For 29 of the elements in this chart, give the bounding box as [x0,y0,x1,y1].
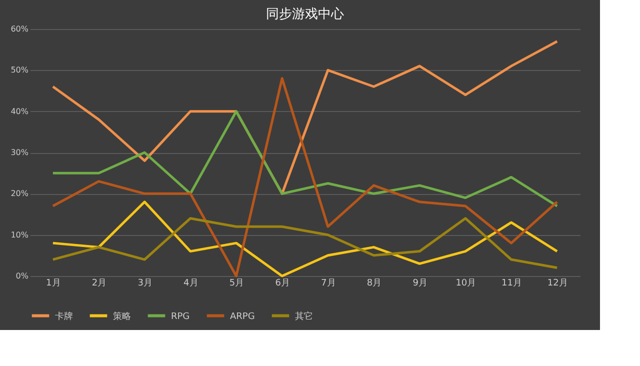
x-tick-label: 11月 [502,278,522,288]
x-tick-label: 1月 [46,278,61,288]
y-tick-label: 20% [10,189,29,198]
line-series [52,200,558,278]
x-tick-label: 3月 [138,278,152,288]
x-tick-label: 7月 [321,278,336,288]
x-tick-label: 6月 [275,278,290,288]
x-tick-label: 2月 [92,278,107,288]
x-tick-label: 5月 [229,278,244,288]
y-tick-label: 10% [10,230,29,240]
y-tick-label: 40% [10,106,29,116]
x-tick-label: 12月 [547,278,568,288]
legend-label: 卡牌 [55,310,73,322]
legend-label: 其它 [295,310,313,322]
line-series [52,110,558,208]
line-series [52,77,558,278]
legend-label: ARPG [230,312,255,322]
legend-label: 策略 [113,310,131,322]
y-tick-label: 60% [10,24,29,34]
y-tick-label: 50% [10,66,29,75]
chart-title: 同步游戏中心 [266,6,344,22]
x-tick-label: 9月 [412,278,428,288]
y-tick-label: 30% [10,148,29,157]
x-tick-label: 8月 [366,278,382,288]
line-series [52,217,558,270]
legend-label: RPG [171,312,190,322]
y-tick-label: 0% [16,272,29,280]
x-tick-label: 10月 [456,278,476,288]
x-tick-label: 4月 [184,278,198,288]
